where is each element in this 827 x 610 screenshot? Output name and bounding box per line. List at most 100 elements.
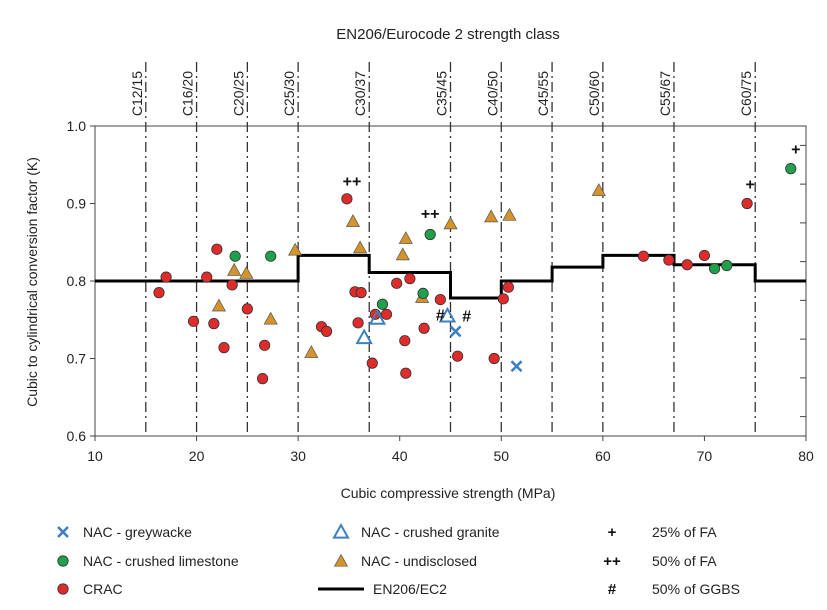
x-tick-label: 40 — [392, 448, 408, 464]
strength-class-label: C30/37 — [352, 71, 368, 116]
data-point — [345, 214, 361, 227]
data-point — [391, 277, 403, 289]
point-annotation: # — [436, 308, 445, 325]
note-text: 50% of FA — [652, 553, 717, 569]
strength-class-label: C35/45 — [434, 71, 450, 116]
data-point — [263, 311, 278, 325]
point-annotation: ++ — [343, 173, 362, 190]
y-tick-label: 0.8 — [67, 273, 87, 289]
data-point — [239, 266, 254, 279]
strength-class-label: C16/20 — [180, 71, 196, 116]
strength-class-label: C20/25 — [230, 71, 246, 116]
data-point — [376, 298, 389, 310]
data-point — [721, 259, 733, 272]
data-point — [320, 325, 333, 337]
legend-marker — [332, 522, 350, 539]
data-point — [304, 345, 319, 358]
data-point — [355, 328, 373, 345]
data-point — [443, 216, 458, 230]
legend-marker — [57, 583, 69, 595]
x-tick-label: 70 — [697, 448, 713, 464]
data-point — [288, 242, 303, 256]
data-point — [510, 360, 523, 373]
strength-class-label: C55/67 — [657, 71, 673, 116]
x-tick-label: 20 — [189, 448, 205, 464]
legend-label: NAC - crushed limestone — [83, 553, 239, 569]
data-point — [208, 318, 220, 330]
strength-class-label: C12/15 — [129, 71, 145, 116]
data-point — [341, 193, 353, 205]
data-point — [398, 231, 413, 244]
legend-marker — [57, 555, 69, 567]
x-tick-label: 10 — [87, 448, 103, 464]
strength-class-label: C45/55 — [535, 71, 551, 116]
data-point — [400, 367, 412, 379]
data-point — [404, 273, 416, 285]
legend-marker — [333, 553, 349, 567]
data-point — [785, 163, 797, 175]
data-point — [355, 287, 367, 299]
plot-area: C12/15 C16/20 C20/25 C25/30 C30/37 C35/45 C40/… — [67, 62, 814, 464]
data-point — [368, 309, 387, 325]
data-point — [417, 287, 429, 299]
data-point — [187, 315, 200, 327]
x-tick-label: 60 — [595, 448, 611, 464]
data-point — [395, 247, 410, 261]
data-point — [484, 209, 499, 223]
data-point — [502, 281, 514, 293]
data-point — [424, 228, 436, 241]
x-tick-label: 30 — [290, 448, 306, 464]
strength-class-label: C60/75 — [738, 71, 754, 116]
x-axis-label: Cubic compressive strength (MPa) — [341, 485, 556, 501]
data-point — [265, 250, 277, 262]
data-point — [637, 250, 650, 262]
data-point — [211, 298, 227, 312]
legend-label: EN206/EC2 — [373, 581, 447, 597]
point-annotation: ++ — [421, 206, 440, 223]
data-point — [227, 262, 242, 276]
note-symbol: + — [608, 524, 617, 541]
y-tick-label: 0.6 — [67, 428, 87, 444]
data-point — [352, 317, 364, 329]
data-point — [698, 249, 711, 262]
y-tick-label: 1.0 — [67, 118, 87, 134]
data-point — [380, 308, 393, 320]
data-point — [218, 342, 230, 354]
note-symbol: ++ — [603, 553, 621, 570]
point-annotation: # — [462, 308, 471, 325]
legend-label: NAC - crushed granite — [361, 524, 500, 540]
data-point — [488, 352, 500, 365]
y-tick-label: 0.7 — [67, 351, 87, 367]
data-point — [497, 293, 509, 305]
data-point — [452, 350, 464, 362]
data-point — [681, 259, 693, 271]
data-point — [259, 339, 271, 351]
y-tick-label: 0.9 — [67, 196, 87, 212]
strength-class-label: C25/30 — [281, 71, 297, 116]
chart-title: EN206/Eurocode 2 strength class — [336, 26, 559, 43]
legend-label: NAC - greywacke — [83, 524, 192, 540]
data-point — [153, 287, 165, 299]
data-point — [708, 262, 721, 275]
data-point — [449, 325, 462, 338]
data-point — [438, 306, 457, 323]
y-axis-label: Cubic to cylindrical conversion factor (… — [24, 157, 40, 407]
data-point — [434, 293, 446, 306]
data-point — [160, 271, 172, 283]
x-tick-label: 80 — [798, 448, 814, 464]
legend-marker — [57, 526, 69, 538]
strength-class-label: C40/50 — [484, 71, 500, 116]
data-point — [741, 197, 753, 210]
data-point — [591, 183, 606, 196]
data-point — [663, 254, 675, 266]
x-tick-label: 50 — [493, 448, 509, 464]
data-point — [399, 335, 411, 347]
note-text: 50% of GGBS — [652, 581, 740, 597]
strength-class-label: C50/60 — [586, 71, 602, 116]
data-point — [241, 303, 253, 315]
data-point — [226, 279, 238, 291]
data-point — [201, 271, 213, 283]
point-annotation: + — [791, 142, 800, 159]
data-point — [502, 207, 517, 221]
